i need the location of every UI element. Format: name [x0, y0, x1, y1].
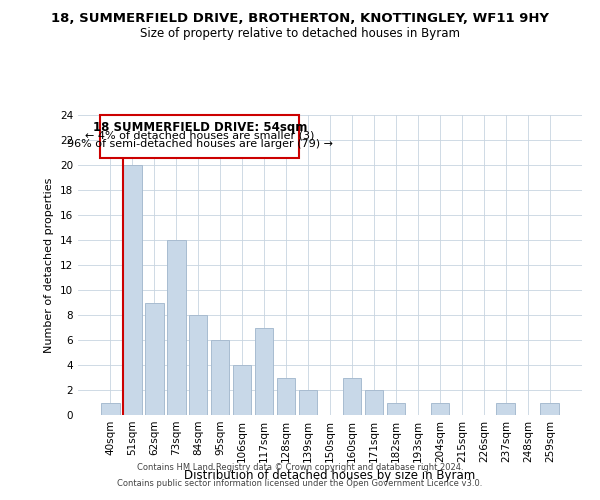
Bar: [101, 402, 119, 415]
Text: Contains public sector information licensed under the Open Government Licence v3: Contains public sector information licen…: [118, 478, 482, 488]
Bar: [365, 390, 383, 415]
Bar: [100, 115, 299, 158]
Bar: [123, 165, 142, 415]
Bar: [431, 402, 449, 415]
Text: ← 4% of detached houses are smaller (3): ← 4% of detached houses are smaller (3): [85, 130, 314, 140]
Text: Contains HM Land Registry data © Crown copyright and database right 2024.: Contains HM Land Registry data © Crown c…: [137, 464, 463, 472]
Bar: [496, 402, 515, 415]
Bar: [277, 378, 295, 415]
Y-axis label: Number of detached properties: Number of detached properties: [44, 178, 55, 352]
Text: 18, SUMMERFIELD DRIVE, BROTHERTON, KNOTTINGLEY, WF11 9HY: 18, SUMMERFIELD DRIVE, BROTHERTON, KNOTT…: [51, 12, 549, 26]
Bar: [343, 378, 361, 415]
Text: 96% of semi-detached houses are larger (79) →: 96% of semi-detached houses are larger (…: [67, 140, 333, 149]
Bar: [189, 315, 208, 415]
Text: Size of property relative to detached houses in Byram: Size of property relative to detached ho…: [140, 28, 460, 40]
Bar: [299, 390, 317, 415]
Bar: [211, 340, 229, 415]
Bar: [541, 402, 559, 415]
Bar: [167, 240, 185, 415]
Bar: [255, 328, 274, 415]
X-axis label: Distribution of detached houses by size in Byram: Distribution of detached houses by size …: [184, 469, 476, 482]
Bar: [145, 302, 164, 415]
Text: 18 SUMMERFIELD DRIVE: 54sqm: 18 SUMMERFIELD DRIVE: 54sqm: [92, 120, 307, 134]
Bar: [233, 365, 251, 415]
Bar: [386, 402, 405, 415]
